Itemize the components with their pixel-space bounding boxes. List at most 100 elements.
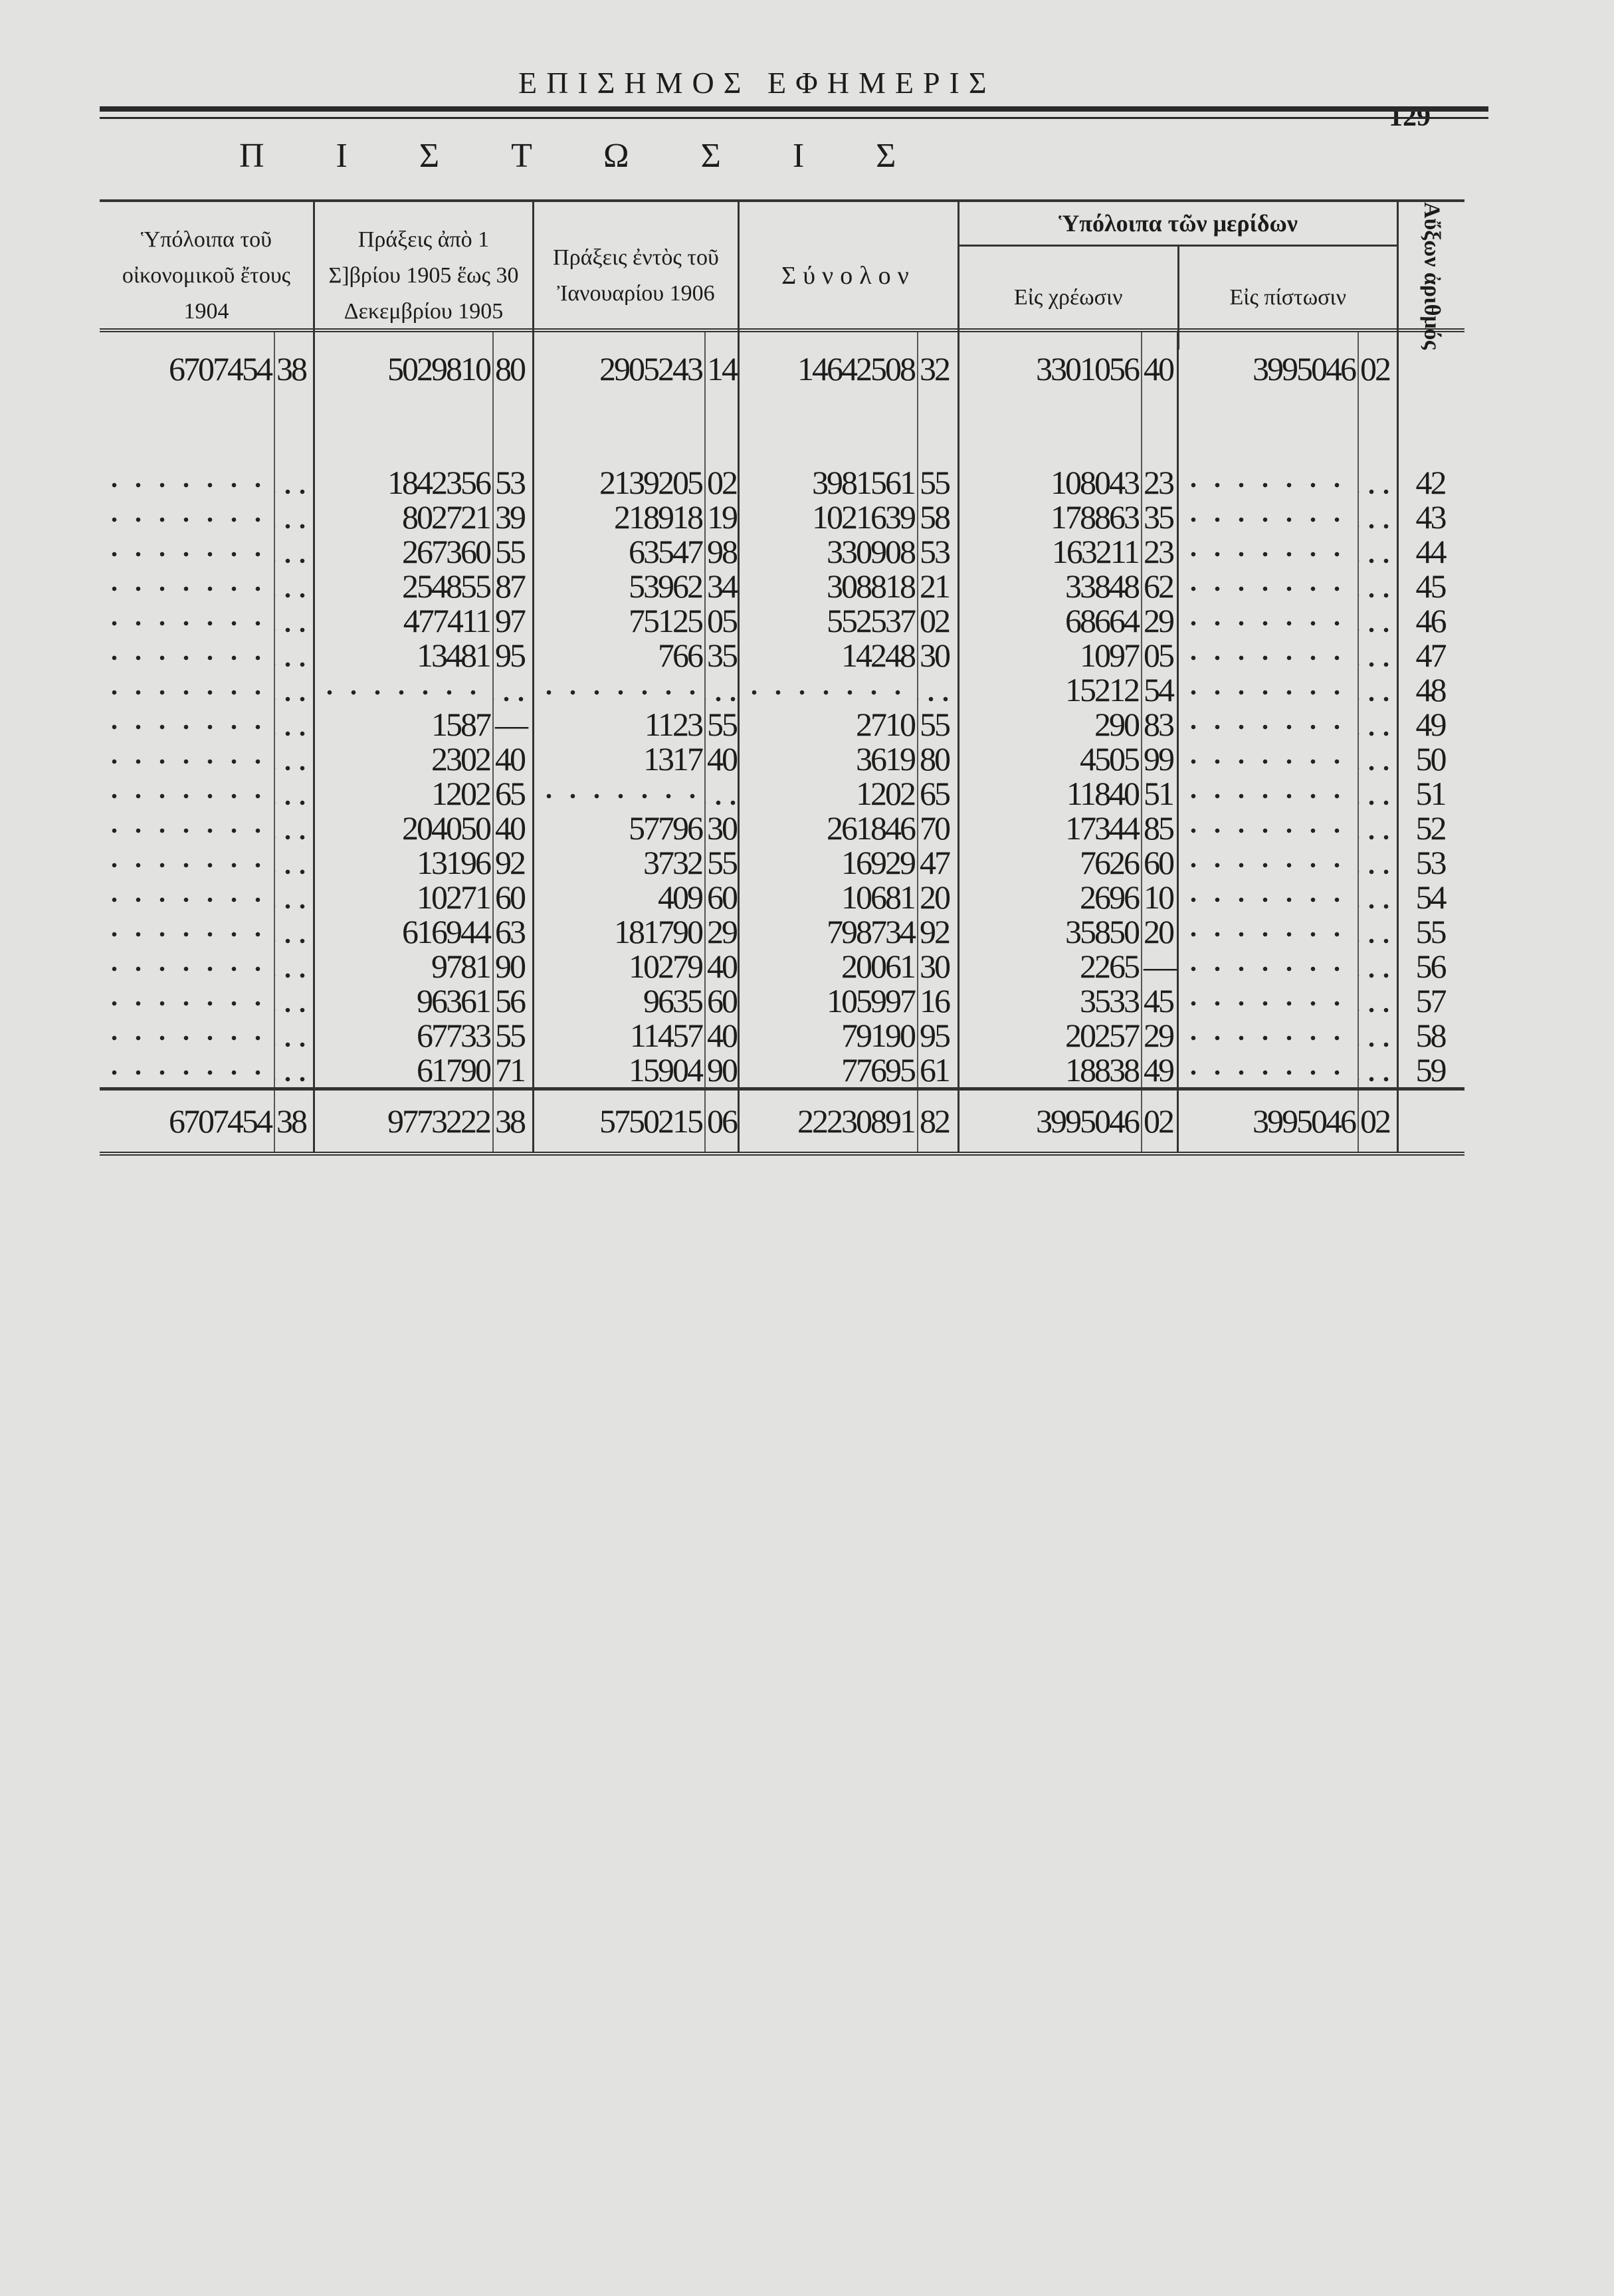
amount-cell	[100, 638, 275, 673]
amount-cell: 13196	[315, 845, 494, 880]
amount-cell	[100, 984, 275, 1018]
serial-number: 59	[1415, 1053, 1447, 1087]
serial-number: 50	[1415, 742, 1447, 776]
cents-cell	[275, 673, 315, 707]
cents-cell	[1359, 465, 1399, 500]
cents-cell: 20	[1142, 914, 1179, 949]
cents-cell: 83	[1142, 707, 1179, 742]
amount-cell: 11840	[959, 776, 1142, 811]
amount-cell: 67733	[315, 1018, 494, 1053]
amount-cell	[1179, 534, 1359, 569]
masthead: ΕΠΙΣΗΜΟΣ ΕΦΗΜΕΡΙΣ	[518, 66, 996, 100]
cents-cell: 70	[918, 811, 959, 845]
cents-cell: 14	[706, 332, 740, 405]
table-row: 15212 54 48	[100, 673, 1464, 707]
amount-cell: 6707454	[100, 332, 275, 405]
amount-cell: 96361	[315, 984, 494, 1018]
cents-cell	[275, 465, 315, 500]
cents-cell	[706, 776, 740, 811]
table-row: 67733 55 11457 40 79190 95 20257 29 58	[100, 1018, 1464, 1053]
amount-cell: 5029810	[315, 332, 494, 405]
cents-cell: 99	[1142, 742, 1179, 776]
amount-cell	[1179, 845, 1359, 880]
amount-cell	[1179, 465, 1359, 500]
serial-number: 55	[1415, 914, 1447, 949]
cents-cell	[1359, 984, 1399, 1018]
amount-cell	[100, 465, 275, 500]
amount-cell: 20257	[959, 1018, 1142, 1053]
amount-cell	[1179, 603, 1359, 638]
cents-cell: 55	[494, 534, 534, 569]
serial-number: 47	[1415, 638, 1447, 673]
col-header-balance-1904: Ὑπόλοιπα τοῦ οἰκονομικοῦ ἔτους 1904	[100, 202, 315, 350]
amount-cell	[534, 673, 706, 707]
amount-cell: 13481	[315, 638, 494, 673]
opening-balance-row: 6707454 38 5029810 80 2905243 14 14642508 32 330…	[100, 332, 1464, 405]
amount-cell: 7626	[959, 845, 1142, 880]
amount-cell: 3301056	[959, 332, 1142, 405]
cents-cell: 71	[494, 1053, 534, 1087]
table-row: 254855 87 53962 34 308818 21 33848 62 45	[100, 569, 1464, 603]
col-header-total: Σύνολον	[740, 202, 959, 350]
cents-cell	[275, 1018, 315, 1053]
amount-cell: 3619	[740, 742, 918, 776]
cents-cell: 02	[1142, 1091, 1179, 1152]
cents-cell	[1359, 569, 1399, 603]
amount-cell: 204050	[315, 811, 494, 845]
amount-cell	[1179, 742, 1359, 776]
amount-cell: 178863	[959, 500, 1142, 534]
amount-cell: 1202	[740, 776, 918, 811]
cents-cell: 05	[1142, 638, 1179, 673]
amount-cell: 20061	[740, 949, 918, 984]
serial-number: 44	[1415, 534, 1447, 569]
table-row: 61790 71 15904 90 77695 61 18838 49 59	[100, 1053, 1464, 1087]
cents-cell: 51	[1142, 776, 1179, 811]
serial-number: 51	[1415, 776, 1447, 811]
amount-cell	[100, 811, 275, 845]
amount-cell: 16929	[740, 845, 918, 880]
amount-cell: 798734	[740, 914, 918, 949]
cents-cell: 55	[918, 465, 959, 500]
cents-cell: 16	[918, 984, 959, 1018]
serial-number	[1399, 332, 1464, 405]
cents-cell: 55	[706, 845, 740, 880]
cents-cell: 21	[918, 569, 959, 603]
amount-cell: 477411	[315, 603, 494, 638]
cents-cell	[275, 880, 315, 914]
cents-cell	[1359, 845, 1399, 880]
serial-number: 54	[1415, 880, 1447, 914]
cents-cell: 34	[706, 569, 740, 603]
amount-cell: 77695	[740, 1053, 918, 1087]
amount-cell	[1179, 949, 1359, 984]
cents-cell: 55	[494, 1018, 534, 1053]
amount-cell: 10271	[315, 880, 494, 914]
cents-cell: 23	[1142, 465, 1179, 500]
amount-cell	[100, 1018, 275, 1053]
cents-cell: 65	[494, 776, 534, 811]
group-header-label: Ὑπόλοιπα τῶν μερίδων	[959, 202, 1397, 247]
cents-cell: 30	[918, 638, 959, 673]
amount-cell: 1587	[315, 707, 494, 742]
cents-cell	[706, 673, 740, 707]
amount-cell	[100, 569, 275, 603]
amount-cell: 2302	[315, 742, 494, 776]
top-rule-thin	[100, 117, 1488, 119]
amount-cell: 2265	[959, 949, 1142, 984]
cents-cell	[1359, 949, 1399, 984]
cents-cell: 40	[494, 742, 534, 776]
amount-cell	[100, 880, 275, 914]
amount-cell: 2696	[959, 880, 1142, 914]
amount-cell: 3732	[534, 845, 706, 880]
amount-cell: 409	[534, 880, 706, 914]
amount-cell	[1179, 984, 1359, 1018]
serial-number: 58	[1415, 1018, 1447, 1053]
amount-cell	[100, 603, 275, 638]
cents-cell: 35	[706, 638, 740, 673]
amount-cell: 1842356	[315, 465, 494, 500]
amount-cell: 6707454	[100, 1091, 275, 1152]
serial-number: 52	[1415, 811, 1447, 845]
amount-cell	[1179, 707, 1359, 742]
table-row: 9781 90 10279 40 20061 30 2265— 56	[100, 949, 1464, 984]
amount-cell	[100, 742, 275, 776]
cents-cell: 38	[494, 1091, 534, 1152]
